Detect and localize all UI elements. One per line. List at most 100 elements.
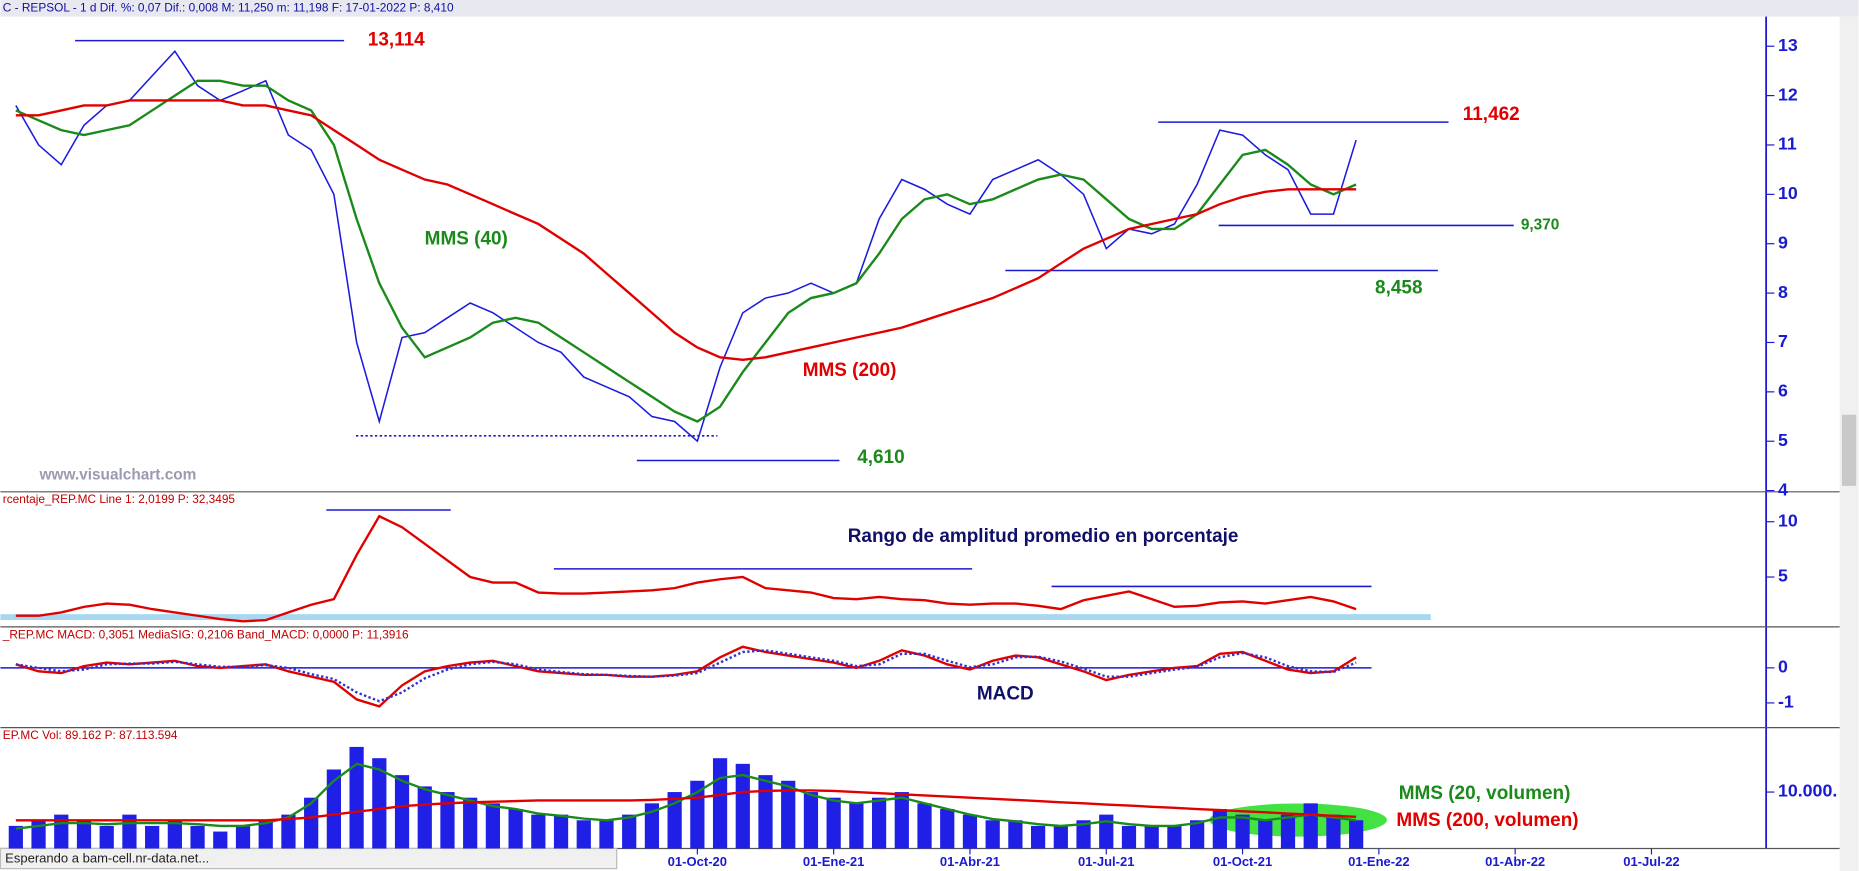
- volume-bar: [667, 792, 682, 849]
- volume-bar: [235, 825, 251, 849]
- y-tick-label: 6: [1778, 381, 1788, 401]
- volume-bar: [917, 803, 932, 849]
- volume-bar: [940, 808, 955, 849]
- y-tick-label: 5: [1778, 566, 1788, 586]
- level-label: 11,462: [1463, 104, 1520, 125]
- series-line: [15, 79, 1357, 423]
- y-tick-label: 8: [1778, 282, 1788, 302]
- volume-bar: [8, 825, 23, 849]
- series-line: [15, 645, 1357, 708]
- x-tick-label: 01-Jul-22: [1623, 854, 1679, 869]
- y-tick-label: 13: [1778, 35, 1798, 55]
- volume-bar: [894, 792, 909, 849]
- x-tick-label: 01-Ene-22: [1348, 854, 1410, 869]
- volume-bar: [712, 758, 728, 849]
- volume-bar: [1280, 814, 1296, 849]
- volume-bar: [1076, 820, 1091, 849]
- volume-bar: [440, 792, 455, 849]
- x-tick-label: 01-Ene-21: [803, 854, 864, 869]
- volume-bar: [1235, 814, 1250, 849]
- volume-bar: [463, 797, 478, 849]
- y-tick-label: 10: [1778, 183, 1798, 203]
- volume-bar: [167, 820, 182, 849]
- y-tick-label: 5: [1778, 430, 1788, 450]
- volume-bar: [1190, 820, 1205, 849]
- volume-bar: [644, 803, 660, 849]
- y-tick-label: 9: [1778, 232, 1788, 252]
- level-label: 8,458: [1375, 277, 1422, 298]
- volume-bar: [871, 797, 887, 849]
- y-tick-label: 10.000.: [1778, 781, 1837, 801]
- series-line: [15, 649, 1357, 703]
- volume-bar: [1258, 820, 1273, 849]
- y-tick-label: 10: [1778, 510, 1798, 530]
- panel-header: EP.MC Vol: 89.162 P: 87.113.594: [3, 728, 178, 742]
- x-tick-label: 01-Abr-21: [940, 854, 1000, 869]
- series-label: MMS (200, volumen): [1396, 810, 1578, 831]
- volume-bar: [1008, 820, 1023, 849]
- volume-bar: [599, 820, 614, 849]
- volume-bar: [508, 808, 523, 849]
- volume-bar: [553, 814, 569, 849]
- volume-bar: [1349, 820, 1364, 849]
- volume-bar: [1030, 825, 1046, 849]
- volume-bar: [281, 814, 296, 849]
- volume-bar: [1212, 808, 1227, 849]
- volume-bar: [1303, 803, 1318, 849]
- volume-bar: [781, 780, 796, 849]
- x-tick-label: 01-Oct-20: [668, 854, 727, 869]
- series-line: [15, 514, 1357, 623]
- x-tick-label: 01-Oct-21: [1213, 854, 1272, 869]
- y-tick-label: 12: [1778, 84, 1798, 104]
- series-line: [15, 99, 1357, 361]
- series-label: MMS (200): [803, 360, 897, 381]
- watermark: www.visualchart.com: [39, 466, 197, 483]
- volume-bar: [962, 814, 978, 849]
- y-tick-label: 0: [1778, 657, 1788, 677]
- volume-bar: [622, 814, 637, 849]
- panel-title: MACD: [977, 683, 1034, 704]
- volume-bar: [258, 820, 273, 849]
- volume-bar: [1121, 825, 1137, 849]
- volume-bar: [394, 775, 410, 849]
- volume-bar: [372, 758, 387, 849]
- series-line: [15, 49, 1357, 443]
- y-tick-label: 7: [1778, 331, 1788, 351]
- y-tick-label: 11: [1778, 134, 1797, 154]
- series-line: [15, 762, 1357, 830]
- volume-bar: [1053, 825, 1068, 849]
- volume-bar: [735, 763, 750, 849]
- volume-bar: [213, 831, 228, 849]
- volume-bar: [849, 803, 864, 849]
- volume-bar: [803, 792, 819, 849]
- series-label: MMS (20, volumen): [1399, 783, 1571, 804]
- status-text: Esperando a bam-cell.nr-data.net...: [5, 851, 209, 866]
- volume-bar: [417, 786, 432, 849]
- volume-bar: [304, 797, 319, 849]
- level-label: 13,114: [368, 30, 425, 51]
- volume-bar: [326, 769, 341, 849]
- x-tick-label: 01-Abr-22: [1485, 854, 1545, 869]
- volume-bar: [985, 820, 1000, 849]
- scrollbar-thumb[interactable]: [1841, 414, 1857, 486]
- volume-bar: [826, 797, 841, 849]
- volume-bar: [145, 825, 160, 849]
- y-tick-label: 4: [1778, 479, 1788, 499]
- volume-bar: [758, 775, 773, 849]
- series-line: [15, 789, 1357, 822]
- x-tick-label: 01-Jul-21: [1078, 854, 1134, 869]
- volume-bar: [485, 803, 501, 849]
- level-label: 4,610: [857, 447, 904, 468]
- volume-bar: [576, 820, 591, 849]
- volume-bar: [190, 825, 205, 849]
- panel-header: C - REPSOL - 1 d Dif. %: 0,07 Dif.: 0,00…: [3, 0, 454, 14]
- panel-header: _REP.MC MACD: 0,3051 MediaSIG: 0,2106 Ba…: [2, 627, 409, 641]
- series-label: MMS (40): [425, 228, 508, 249]
- volume-bar: [1326, 814, 1341, 849]
- volume-bar: [1099, 814, 1114, 849]
- volume-bar: [76, 820, 92, 849]
- panel-header: rcentaje_REP.MC Line 1: 2,0199 P: 32,349…: [3, 492, 236, 506]
- header-bar: [0, 0, 1859, 17]
